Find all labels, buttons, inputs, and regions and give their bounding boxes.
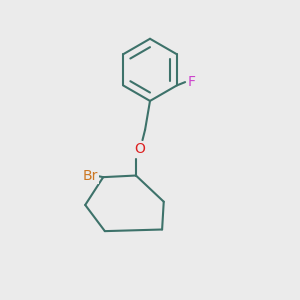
Text: Br: Br bbox=[82, 169, 98, 182]
Text: F: F bbox=[188, 75, 196, 89]
Text: O: O bbox=[134, 142, 145, 156]
